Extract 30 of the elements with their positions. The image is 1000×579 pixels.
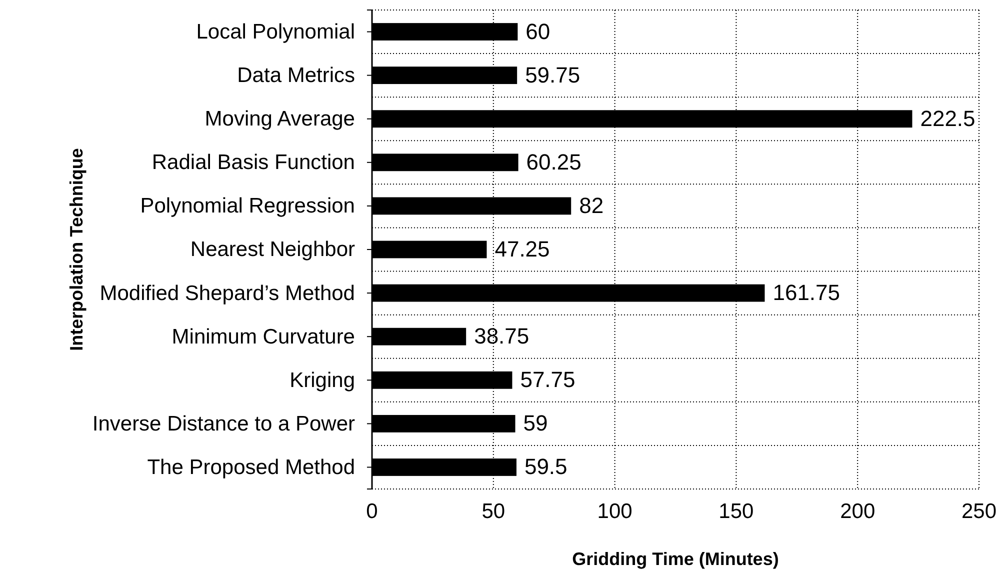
data-label: 38.75 [474,324,530,349]
y-tick-label: Radial Basis Function [152,151,355,174]
data-label: 82 [579,192,604,218]
data-label: 47.25 [494,236,550,262]
x-tick-label: 250 [961,500,997,523]
y-tick-label: Nearest Neighbor [190,238,355,262]
data-label: 222.5 [920,106,976,131]
data-label: 161.75 [772,280,840,306]
y-tick-label: Modified Shepard’s Method [100,282,355,305]
y-tick-label: Data Metrics [237,64,355,88]
data-label: 57.75 [520,367,576,392]
data-label: 59.75 [525,62,580,88]
data-label: 59 [523,410,548,436]
y-tick-label: Local Polynomial [196,20,355,44]
y-axis-title: Interpolation Technique [66,148,86,351]
y-tick-label: Inverse Distance to a Power [92,412,356,436]
x-tick-label: 50 [482,500,506,523]
data-label: 60 [526,18,550,44]
x-axis-title: Gridding Time (Minutes) [572,549,779,569]
x-tick-label: 100 [597,500,632,523]
y-tick-label: Polynomial Regression [140,194,355,218]
y-tick-label: Minimum Curvature [172,325,355,348]
data-label: 60.25 [526,149,582,174]
data-label: 59.5 [524,454,568,480]
x-tick-label: 200 [840,500,876,523]
y-tick-label: Kriging [290,368,355,392]
x-tick-label: 0 [366,500,378,523]
y-tick-label: Moving Average [204,108,355,131]
y-tick-label: The Proposed Method [147,456,355,479]
x-tick-label: 150 [718,500,754,523]
